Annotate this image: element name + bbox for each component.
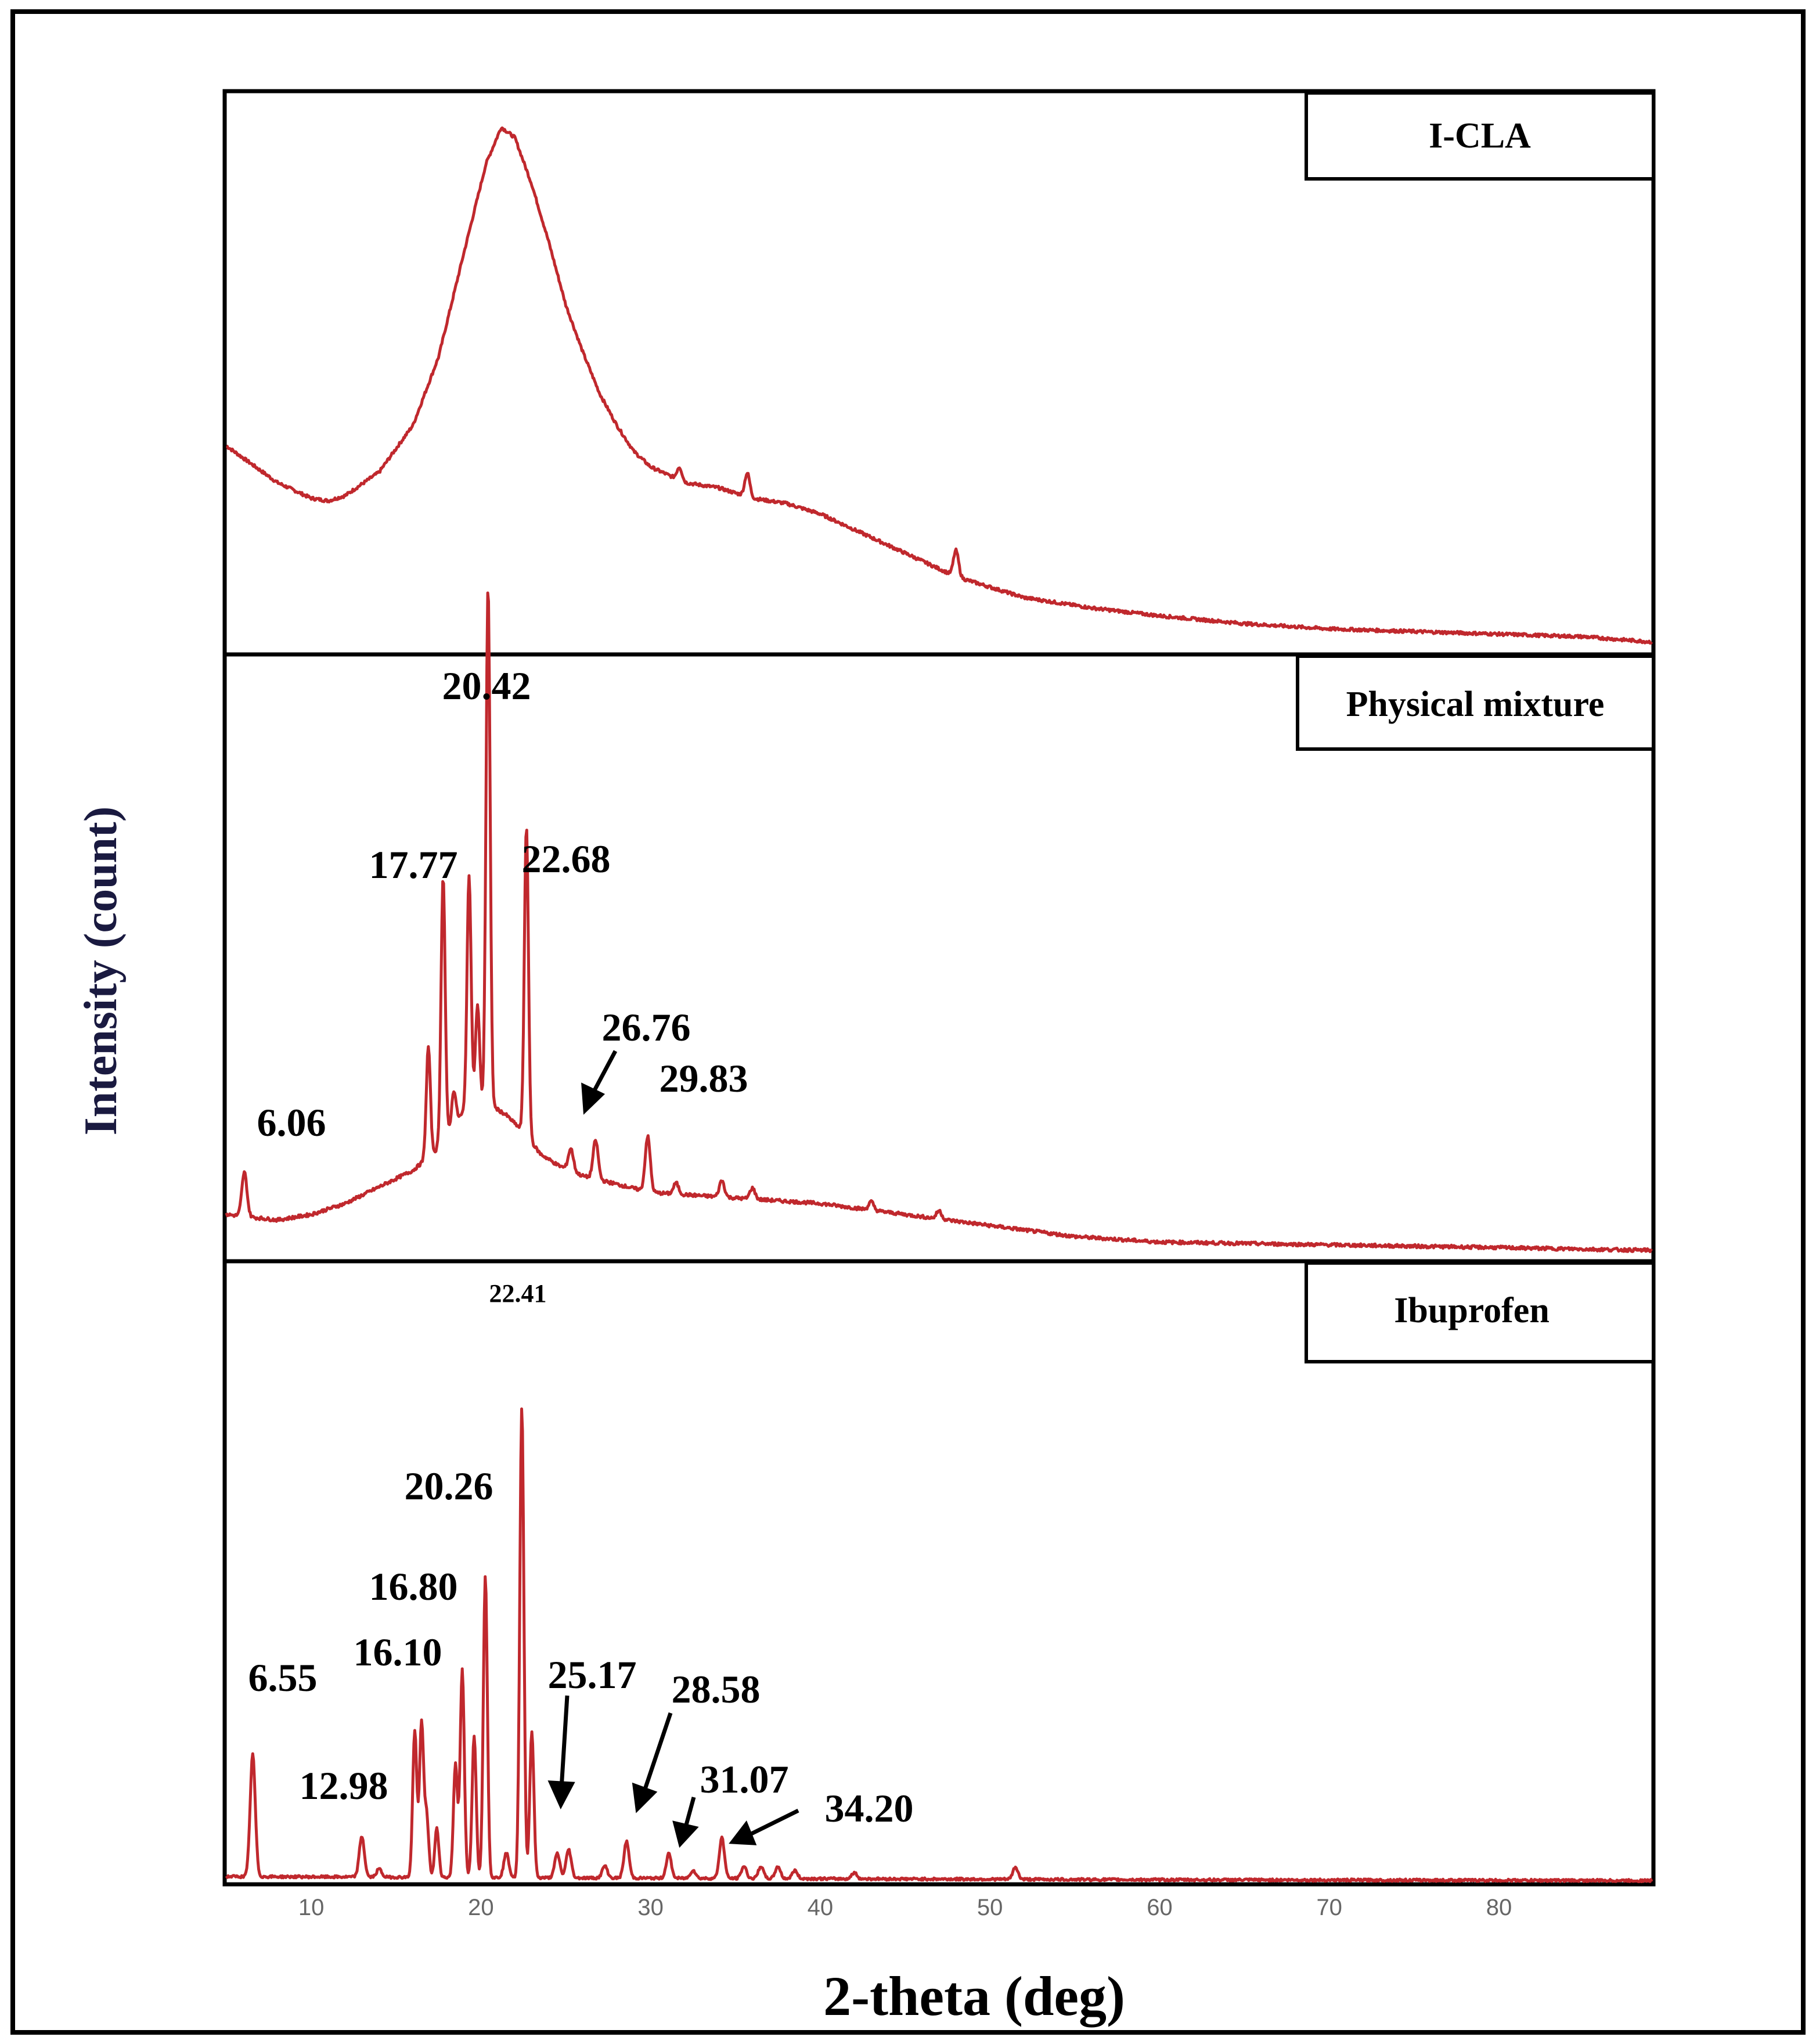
legend-label-ibuprofen: Ibuprofen [1394,1291,1550,1330]
arrow-28-58 [632,1712,673,1813]
peak-label-34-20: 34.20 [825,1786,914,1830]
annotation-arrows [547,1050,799,1848]
x-tick-label: 70 [1316,1895,1342,1920]
peak-label-6-06: 6.06 [257,1100,326,1145]
x-axis-ticks: 10 20 30 40 50 60 70 80 [298,1895,1512,1920]
x-tick-label: 40 [808,1895,834,1920]
series-line-ibuprofen [225,1407,1653,1883]
peak-label-12-98: 12.98 [300,1764,388,1808]
x-tick-label: 20 [468,1895,494,1920]
series-line-i-cla [226,126,1653,645]
outer-frame [10,9,1806,2035]
peak-label-6-55: 6.55 [248,1656,318,1700]
x-tick-label: 50 [977,1895,1003,1920]
annotations-physical-mixture: 6.06 17.77 20.42 22.68 26.76 29.83 [257,664,748,1145]
peak-label-22-41: 22.41 [489,1279,547,1308]
peak-label-26-76: 26.76 [602,1005,691,1049]
x-tick-label: 80 [1486,1895,1512,1920]
legend-physical-mixture: Physical mixture [1296,654,1655,751]
legend-i-cla: I-CLA [1305,91,1655,181]
x-axis-title: 2-theta (deg) [823,1965,1125,2027]
arrow-26-76 [581,1050,618,1115]
arrow-25-17 [547,1695,575,1809]
x-tick-label: 60 [1147,1895,1173,1920]
peak-label-16-80: 16.80 [369,1564,458,1608]
legend-ibuprofen: Ibuprofen [1305,1261,1655,1363]
peak-label-17-77: 17.77 [369,843,458,887]
annotations-ibuprofen: 6.55 12.98 16.10 16.80 20.26 22.41 25.17… [248,1279,914,1830]
peak-label-31-07: 31.07 [700,1757,789,1801]
peak-label-29-83: 29.83 [660,1056,748,1100]
arrow-34-20 [729,1808,799,1845]
peak-label-20-42: 20.42 [442,664,531,708]
x-tick-label: 10 [298,1895,325,1920]
peak-label-16-10: 16.10 [354,1630,442,1674]
x-tick-label: 30 [637,1895,664,1920]
peak-label-28-58: 28.58 [672,1667,761,1711]
legend-label-physical-mixture: Physical mixture [1346,685,1605,724]
panel-frame-ibuprofen [222,1259,1656,1887]
peak-label-22-68: 22.68 [522,837,611,881]
arrow-31-07 [672,1797,699,1848]
peak-label-25-17: 25.17 [548,1653,637,1697]
series-line-physical-mixture [225,591,1653,1254]
y-axis-title: Intensity (count) [75,807,127,1136]
legend-label-i-cla: I-CLA [1429,116,1531,156]
peak-label-20-26: 20.26 [405,1464,493,1508]
